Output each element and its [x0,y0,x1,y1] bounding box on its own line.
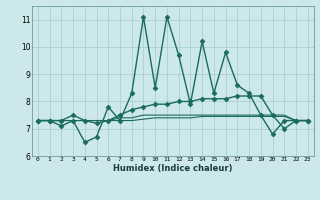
X-axis label: Humidex (Indice chaleur): Humidex (Indice chaleur) [113,164,233,173]
